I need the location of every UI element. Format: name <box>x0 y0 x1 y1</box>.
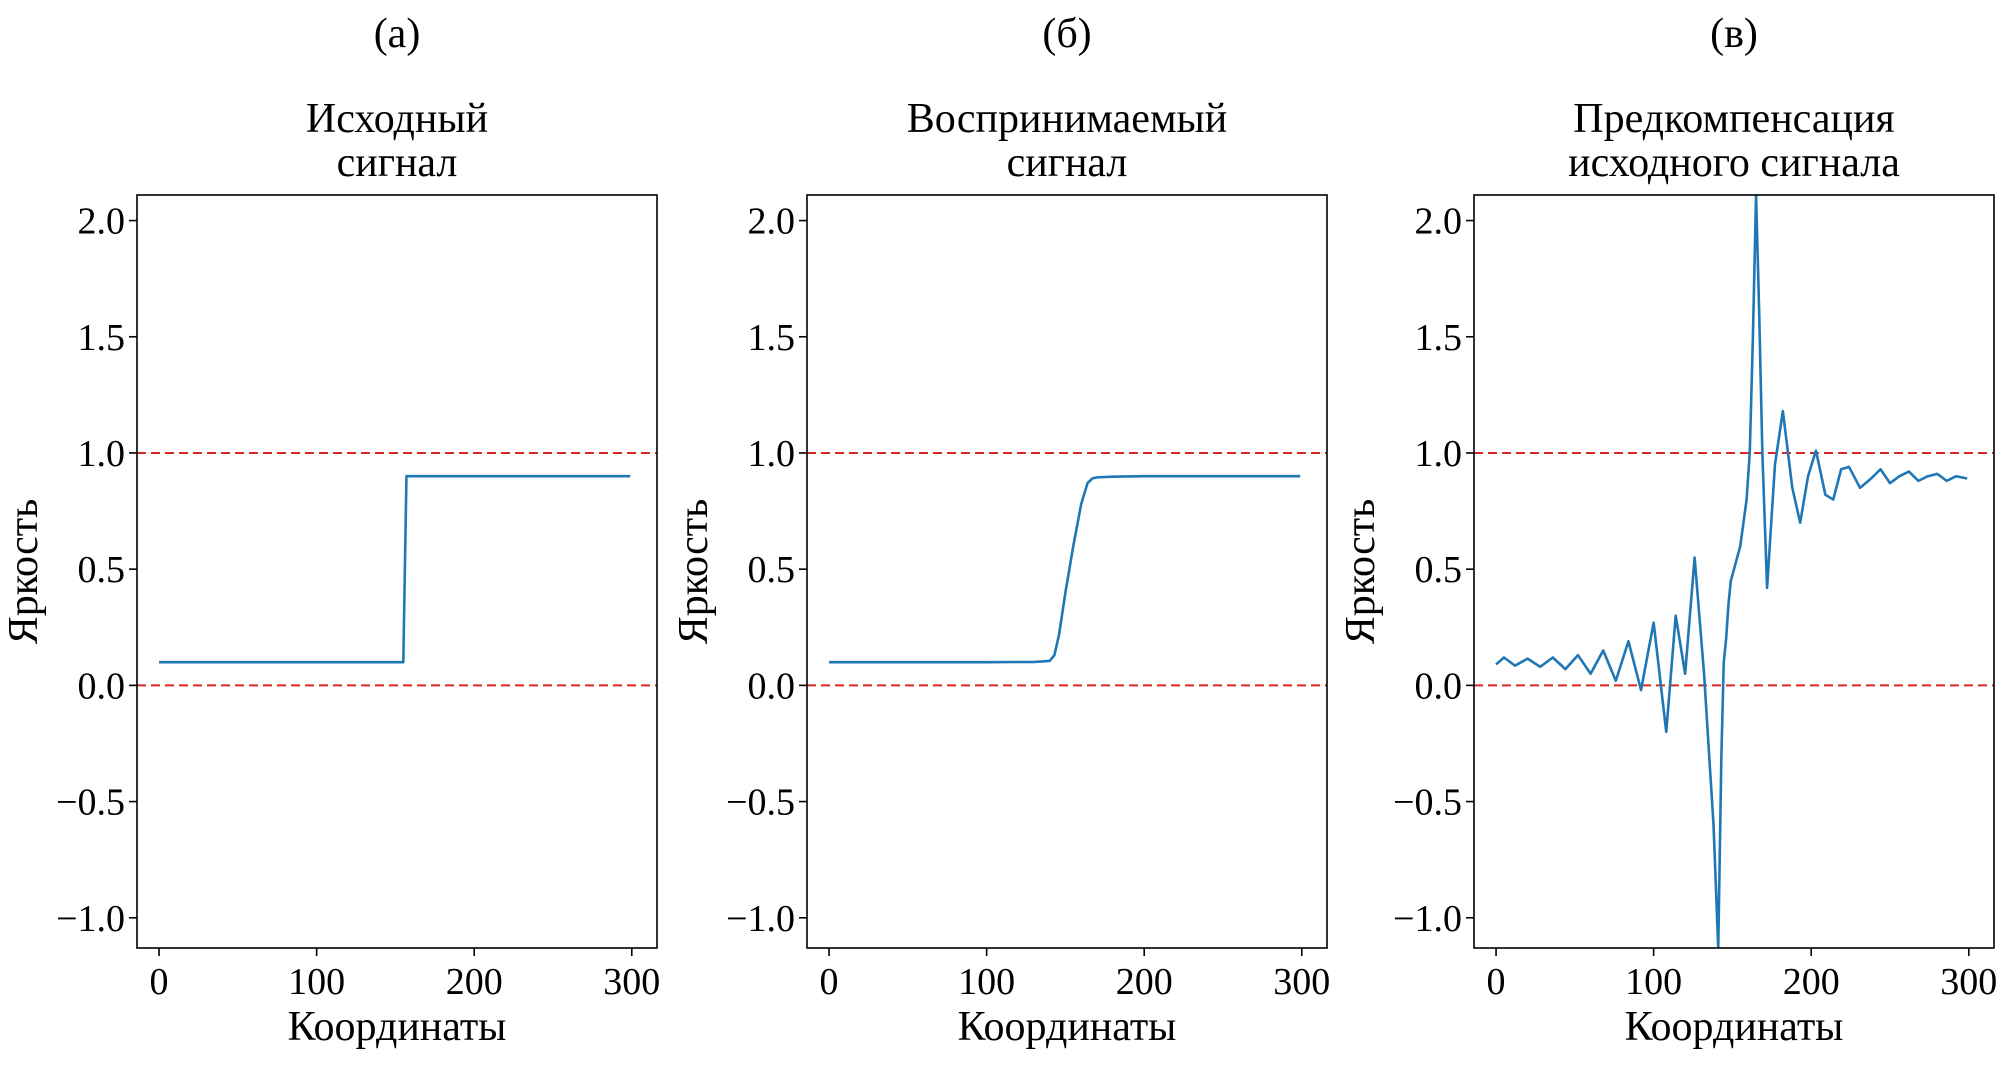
y-tick-label: 1.0 <box>78 433 126 475</box>
y-tick-label: 0.5 <box>78 549 126 591</box>
y-tick-label: 0.0 <box>1415 665 1463 707</box>
plot-frame <box>1473 194 1995 949</box>
y-tick-label: 1.0 <box>748 433 796 475</box>
chart-title-line: Предкомпенсация <box>1573 96 1895 142</box>
chart-title-line: сигнал <box>1007 140 1128 186</box>
panel-label: (в) <box>1710 11 1758 57</box>
x-tick-label: 300 <box>1940 961 1997 1003</box>
y-tick-label: −0.5 <box>726 782 795 824</box>
chart-title-line: Исходный <box>306 96 488 142</box>
y-tick-label: −0.5 <box>1393 782 1462 824</box>
y-tick-label: 1.5 <box>1415 317 1463 359</box>
y-tick-label: 0.5 <box>748 549 796 591</box>
x-axis-label: Координаты <box>1625 1004 1844 1050</box>
x-tick-label: 200 <box>1783 961 1840 1003</box>
plot-frame <box>136 194 658 949</box>
panel-label: (б) <box>1042 11 1091 57</box>
chart-title-line: Воспринимаемый <box>907 96 1227 142</box>
x-axis-label: Координаты <box>288 1004 507 1050</box>
x-tick-label: 0 <box>150 961 169 1003</box>
x-tick-label: 300 <box>603 961 660 1003</box>
y-tick-label: −0.5 <box>56 782 125 824</box>
y-tick-label: 1.0 <box>1415 433 1463 475</box>
series-line <box>1495 195 1968 948</box>
series-line <box>159 474 631 664</box>
y-tick-label: −1.0 <box>56 898 125 940</box>
y-tick-label: −1.0 <box>1393 898 1462 940</box>
y-axis-label: Яркость <box>1 499 47 644</box>
x-tick-label: 200 <box>1116 961 1173 1003</box>
chart-title-line: сигнал <box>337 140 458 186</box>
y-tick-label: 0.0 <box>78 665 126 707</box>
series-line <box>829 474 1301 664</box>
y-tick-label: −1.0 <box>726 898 795 940</box>
x-axis-label: Координаты <box>958 1004 1177 1050</box>
x-tick-label: 300 <box>1273 961 1330 1003</box>
x-tick-label: 0 <box>820 961 839 1003</box>
y-tick-label: 0.5 <box>1415 549 1463 591</box>
y-axis-label: Яркость <box>671 499 717 644</box>
y-tick-label: 1.5 <box>78 317 126 359</box>
chart-title-line: исходного сигнала <box>1568 140 1900 186</box>
y-tick-label: 2.0 <box>1415 201 1463 243</box>
y-tick-label: 2.0 <box>78 201 126 243</box>
plot-frame <box>806 194 1328 949</box>
x-tick-label: 100 <box>288 961 345 1003</box>
panel-label: (а) <box>374 11 421 57</box>
x-tick-label: 100 <box>1625 961 1682 1003</box>
y-tick-label: 1.5 <box>748 317 796 359</box>
y-axis-label: Яркость <box>1338 499 1384 644</box>
y-tick-label: 2.0 <box>748 201 796 243</box>
x-tick-label: 100 <box>958 961 1015 1003</box>
y-tick-label: 0.0 <box>748 665 796 707</box>
x-tick-label: 0 <box>1487 961 1506 1003</box>
x-tick-label: 200 <box>446 961 503 1003</box>
